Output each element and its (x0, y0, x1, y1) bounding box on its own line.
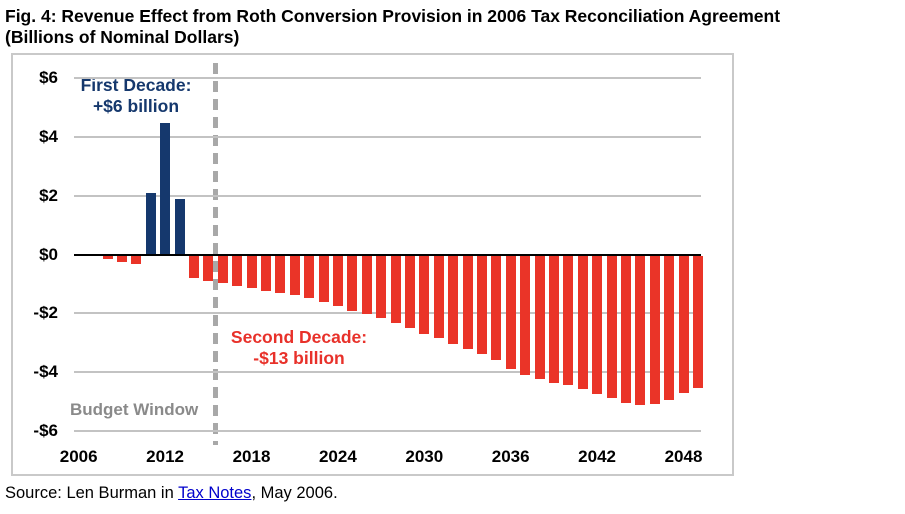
bar-2040 (563, 255, 574, 386)
second-decade-annotation: Second Decade: -$13 billion (224, 327, 374, 369)
y-axis-label: -$6 (33, 420, 58, 440)
bar-2032 (448, 255, 459, 344)
bar-2013 (174, 198, 185, 255)
y-axis-label: $4 (39, 126, 58, 146)
bar-2023 (318, 255, 329, 302)
bar-2012 (160, 122, 171, 255)
gridline (74, 429, 701, 432)
x-axis-label: 2030 (405, 447, 444, 466)
first-decade-annotation-line1: First Decade: (80, 75, 192, 95)
y-axis-label: $2 (39, 185, 58, 205)
bar-2015 (203, 255, 214, 282)
bar-2010 (131, 255, 142, 265)
bar-2024 (332, 255, 343, 307)
bar-2011 (145, 192, 156, 255)
bar-2042 (592, 255, 603, 394)
x-axis-label: 2006 (59, 447, 98, 466)
bar-2046 (649, 255, 660, 404)
gridline (74, 371, 701, 374)
bar-2048 (678, 255, 689, 393)
source-link-tax-notes[interactable]: Tax Notes (178, 484, 252, 502)
x-axis-label: 2048 (664, 447, 703, 466)
bar-2022 (304, 255, 315, 299)
y-axis-label: $6 (39, 68, 58, 88)
chart-title-line2: (Billions of Nominal Dollars) (5, 27, 240, 47)
x-axis-label: 2042 (578, 447, 616, 466)
source-line: Source: Len Burman in Tax Notes, May 200… (5, 484, 338, 503)
first-decade-annotation-line2: +$6 billion (92, 96, 180, 116)
bar-2041 (577, 255, 588, 390)
second-decade-annotation-line1: Second Decade: (230, 327, 368, 347)
gridline (74, 77, 701, 80)
bar-2034 (476, 255, 487, 354)
bar-2033 (462, 255, 473, 349)
bar-2028 (390, 255, 401, 324)
bar-2045 (635, 255, 646, 405)
x-axis-label: 2024 (318, 447, 357, 466)
bar-2017 (232, 255, 243, 287)
bar-2026 (361, 255, 372, 315)
bar-2008 (102, 255, 113, 260)
chart-title: Fig. 4: Revenue Effect from Roth Convers… (5, 6, 780, 48)
bar-2038 (534, 255, 545, 379)
bar-2027 (376, 255, 387, 318)
bar-2039 (548, 255, 559, 383)
bar-2019 (260, 255, 271, 291)
second-decade-annotation-line2: -$13 billion (253, 348, 345, 368)
gridline (74, 135, 701, 138)
bar-2035 (491, 255, 502, 360)
y-axis-label: -$4 (33, 362, 58, 382)
chart-title-line1: Fig. 4: Revenue Effect from Roth Convers… (5, 6, 781, 26)
first-decade-annotation: First Decade: +$6 billion (58, 75, 214, 117)
bar-2025 (347, 255, 358, 312)
bar-2020 (275, 255, 286, 294)
gridline (74, 312, 701, 315)
bar-2009 (116, 255, 127, 262)
bar-2047 (664, 255, 675, 401)
bar-2037 (520, 255, 531, 375)
bar-2044 (620, 255, 631, 403)
budget-window-label: Budget Window (70, 400, 199, 419)
y-axis-label: $0 (39, 244, 58, 264)
bar-2036 (505, 255, 516, 369)
y-axis-label: -$2 (33, 303, 58, 323)
bar-2030 (419, 255, 430, 334)
bar-2029 (404, 255, 415, 329)
x-axis-label: 2018 (232, 447, 271, 466)
x-axis-label: 2036 (491, 447, 530, 466)
gridline (74, 194, 701, 197)
bar-2014 (188, 255, 199, 278)
bar-2018 (246, 255, 257, 289)
chart-plot-area: First Decade: +$6 billion Second Decade:… (11, 53, 734, 476)
bar-2031 (433, 255, 444, 339)
source-suffix: , May 2006. (251, 484, 338, 502)
bar-2043 (606, 255, 617, 399)
bar-2049 (692, 255, 703, 388)
zero-axis-line (74, 253, 701, 256)
bar-2021 (289, 255, 300, 296)
bar-2016 (217, 255, 228, 284)
x-axis-label: 2012 (146, 447, 184, 466)
source-prefix: Source: Len Burman in (5, 484, 179, 502)
